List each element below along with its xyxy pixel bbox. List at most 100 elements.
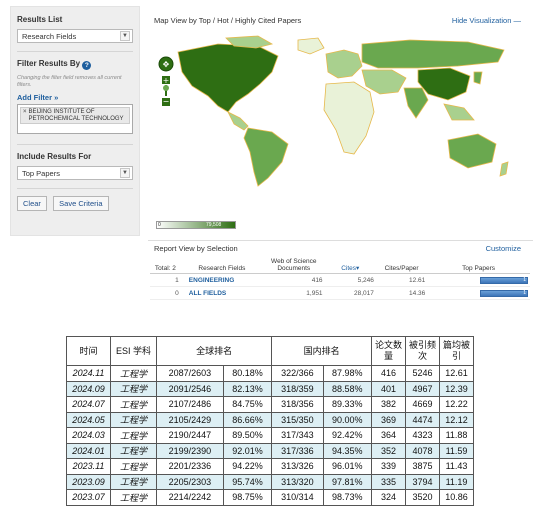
esi-avg-cites-cell: 10.86 bbox=[439, 489, 474, 506]
clear-button[interactable]: Clear bbox=[17, 196, 47, 211]
top-papers-value: 1 bbox=[523, 276, 526, 283]
region-new-zealand[interactable] bbox=[499, 161, 509, 177]
save-criteria-button[interactable]: Save Criteria bbox=[53, 196, 109, 211]
table-row[interactable]: 0 ALL FIELDS 1,951 28,017 14.36 1 bbox=[150, 286, 530, 300]
customize-link[interactable]: Customize bbox=[485, 244, 521, 253]
map-zoom-controls[interactable]: ✥ + − bbox=[158, 56, 174, 106]
remove-filter-icon[interactable]: × bbox=[23, 109, 27, 115]
region-russia[interactable] bbox=[361, 39, 505, 69]
esi-time-cell: 2023.07 bbox=[66, 489, 111, 506]
top-papers-bar: 1 bbox=[480, 276, 528, 284]
esi-domestic-rank-cell: 318/359 bbox=[271, 380, 324, 397]
esi-table-row: 2024.09 工程学 2091/2546 82.13% 318/359 88.58% 40… bbox=[66, 380, 474, 397]
esi-table-row: 2023.09 工程学 2205/2303 95.74% 313/320 97.81% 33… bbox=[66, 473, 474, 490]
zoom-slider-handle[interactable] bbox=[163, 85, 169, 91]
esi-global-pct-cell: 92.01% bbox=[222, 442, 273, 459]
esi-time-cell: 2024.05 bbox=[66, 411, 111, 428]
esi-domestic-pct-cell: 98.73% bbox=[322, 489, 373, 506]
esi-global-rank-cell: 2091/2546 bbox=[156, 380, 224, 397]
esi-ranking-table: 时间 ESI 学科 全球排名 国内排名 论文数量 被引频次 篇均被引 2024.… bbox=[66, 336, 474, 506]
sort-desc-icon: ▾ bbox=[356, 265, 360, 272]
divider bbox=[17, 188, 133, 189]
esi-col-papers: 论文数量 bbox=[371, 336, 406, 366]
esi-time-cell: 2024.11 bbox=[66, 365, 111, 382]
esi-subject-cell: 工程学 bbox=[110, 396, 157, 413]
esi-citations-cell: 3875 bbox=[405, 458, 440, 475]
esi-col-citations: 被引频次 bbox=[405, 336, 440, 366]
top-papers-bar: 1 bbox=[480, 289, 528, 297]
esi-global-rank-cell: 2199/2390 bbox=[156, 442, 224, 459]
zoom-in-icon[interactable] bbox=[162, 76, 170, 84]
region-north-america[interactable] bbox=[177, 43, 279, 113]
incites-screenshot: Results List Research Fields ▼ Filter Re… bbox=[10, 6, 533, 309]
esi-time-cell: 2023.11 bbox=[66, 458, 111, 475]
esi-global-pct-cell: 95.74% bbox=[222, 473, 273, 490]
esi-citations-cell: 5246 bbox=[405, 365, 440, 382]
pan-control-icon[interactable] bbox=[158, 56, 174, 72]
field-link[interactable]: ENGINEERING bbox=[180, 273, 263, 287]
esi-domestic-pct-cell: 94.35% bbox=[322, 442, 373, 459]
esi-domestic-rank-cell: 315/350 bbox=[271, 411, 324, 428]
region-south-america[interactable] bbox=[243, 127, 289, 187]
cites-per-paper-cell: 12.61 bbox=[375, 273, 428, 287]
esi-subject-cell: 工程学 bbox=[110, 365, 157, 382]
minus-glyph: − bbox=[163, 97, 170, 106]
esi-subject-cell: 工程学 bbox=[110, 427, 157, 444]
region-middle-east[interactable] bbox=[361, 69, 407, 95]
col-top-papers[interactable]: Top Papers bbox=[427, 257, 530, 274]
esi-avg-cites-cell: 12.12 bbox=[439, 411, 474, 428]
esi-papers-cell: 339 bbox=[371, 458, 406, 475]
esi-global-rank-cell: 2201/2336 bbox=[156, 458, 224, 475]
report-table: Total: 2 Research Fields Web of Science … bbox=[150, 257, 530, 300]
region-australia[interactable] bbox=[447, 133, 497, 169]
col-research-fields[interactable]: Research Fields bbox=[180, 257, 263, 274]
legend-gradient bbox=[156, 221, 236, 229]
col-wos-documents[interactable]: Web of Science Documents bbox=[262, 257, 325, 274]
include-results-select[interactable]: Top Papers ▼ bbox=[17, 166, 133, 180]
table-row[interactable]: 1 ENGINEERING 416 5,246 12.61 1 bbox=[150, 273, 530, 287]
region-europe[interactable] bbox=[325, 49, 363, 79]
region-africa[interactable] bbox=[323, 81, 375, 155]
chevron-down-icon: ▼ bbox=[120, 168, 130, 178]
esi-global-rank-cell: 2205/2303 bbox=[156, 473, 224, 490]
top-papers-cell: 1 bbox=[427, 273, 530, 287]
esi-papers-cell: 364 bbox=[371, 427, 406, 444]
esi-table-body: 2024.11 工程学 2087/2603 80.18% 322/366 87.98% 41… bbox=[66, 365, 474, 506]
region-greenland[interactable] bbox=[297, 37, 325, 55]
region-india[interactable] bbox=[403, 87, 429, 119]
region-japan[interactable] bbox=[473, 71, 483, 85]
world-map[interactable]: ✥ + − bbox=[148, 32, 533, 192]
add-filter-link[interactable]: Add Filter » bbox=[17, 93, 59, 102]
region-central-america[interactable] bbox=[227, 111, 249, 131]
esi-citations-cell: 4669 bbox=[405, 396, 440, 413]
help-icon[interactable]: ? bbox=[82, 61, 92, 70]
results-list-select[interactable]: Research Fields ▼ bbox=[17, 29, 133, 43]
field-link[interactable]: ALL FIELDS bbox=[180, 286, 263, 300]
report-header: Report View by Selection Customize bbox=[148, 240, 533, 253]
filter-note: Changing the filter field removes all cu… bbox=[17, 75, 122, 88]
esi-global-pct-cell: 89.50% bbox=[222, 427, 273, 444]
col-total: Total: 2 bbox=[150, 257, 181, 274]
esi-avg-cites-cell: 11.19 bbox=[439, 473, 474, 490]
zoom-out-icon[interactable] bbox=[162, 98, 170, 106]
esi-subject-cell: 工程学 bbox=[110, 473, 157, 490]
minus-icon: — bbox=[513, 16, 522, 25]
esi-table-row: 2024.01 工程学 2199/2390 92.01% 317/336 94.35% 35… bbox=[66, 442, 474, 459]
region-china[interactable] bbox=[417, 67, 471, 101]
esi-avg-cites-cell: 11.59 bbox=[439, 442, 474, 459]
report-header-row: Total: 2 Research Fields Web of Science … bbox=[150, 257, 530, 274]
esi-global-rank-cell: 2214/2242 bbox=[156, 489, 224, 506]
esi-avg-cites-cell: 12.61 bbox=[439, 365, 474, 382]
esi-subject-cell: 工程学 bbox=[110, 380, 157, 397]
col-cites-per-paper[interactable]: Cites/Paper bbox=[375, 257, 428, 274]
hide-visualization-link[interactable]: Hide Visualization — bbox=[452, 16, 521, 25]
include-results-value: Top Papers bbox=[22, 169, 60, 178]
region-greenland-arctic[interactable] bbox=[225, 35, 274, 49]
pan-arrows-icon: ✥ bbox=[163, 60, 170, 69]
top-papers-value: 1 bbox=[523, 289, 526, 296]
esi-domestic-pct-cell: 88.58% bbox=[322, 380, 373, 397]
esi-domestic-rank-cell: 317/343 bbox=[271, 427, 324, 444]
region-southeast-asia[interactable] bbox=[443, 103, 475, 121]
col-cites[interactable]: Cites▾ bbox=[324, 257, 376, 274]
report-title: Report View by Selection bbox=[154, 244, 238, 253]
